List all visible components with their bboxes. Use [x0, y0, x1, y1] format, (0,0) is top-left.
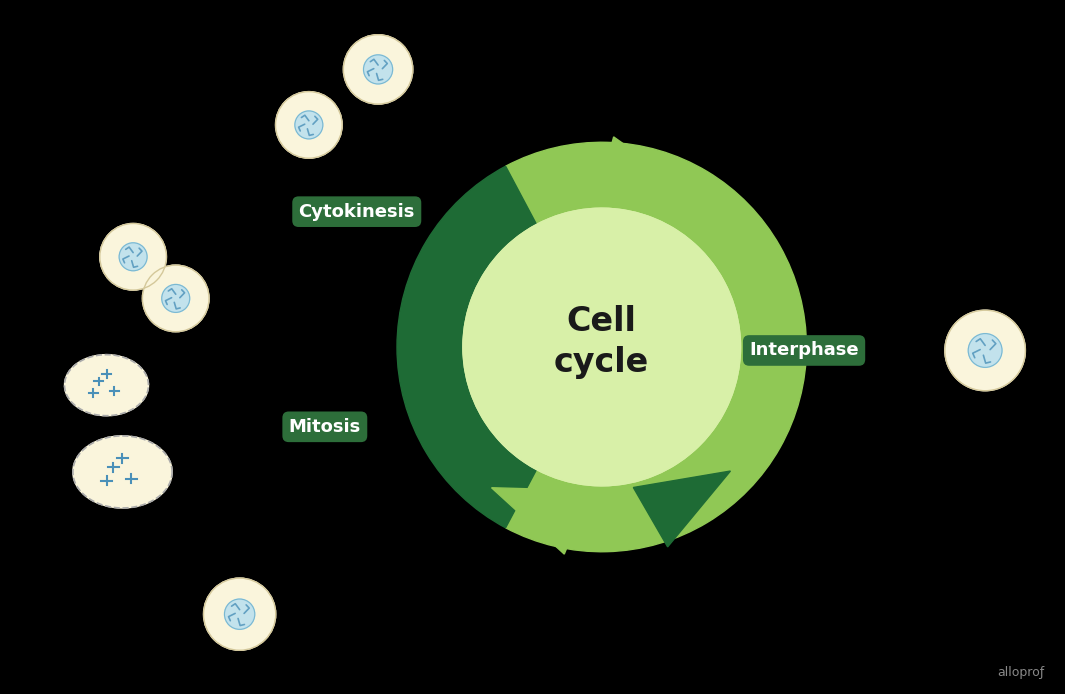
Wedge shape [537, 208, 740, 486]
Text: alloproƒ: alloproƒ [998, 666, 1045, 679]
Circle shape [100, 223, 166, 290]
Polygon shape [596, 137, 694, 203]
Circle shape [225, 599, 255, 629]
Ellipse shape [72, 436, 173, 508]
Circle shape [945, 310, 1026, 391]
Text: Mitosis: Mitosis [289, 418, 361, 436]
Circle shape [343, 35, 413, 104]
Circle shape [276, 92, 342, 158]
Wedge shape [463, 224, 602, 470]
Polygon shape [492, 488, 590, 554]
Text: Cytokinesis: Cytokinesis [298, 203, 415, 221]
Ellipse shape [65, 355, 148, 416]
Circle shape [968, 334, 1002, 367]
Wedge shape [397, 167, 602, 527]
Circle shape [162, 285, 190, 312]
Circle shape [295, 111, 323, 139]
Text: Cell
cycle: Cell cycle [554, 305, 650, 379]
Circle shape [463, 208, 740, 486]
Polygon shape [634, 471, 731, 547]
Circle shape [119, 243, 147, 271]
Circle shape [143, 265, 209, 332]
Text: Interphase: Interphase [750, 341, 858, 359]
Wedge shape [506, 142, 806, 552]
Circle shape [203, 578, 276, 650]
Circle shape [363, 55, 393, 84]
